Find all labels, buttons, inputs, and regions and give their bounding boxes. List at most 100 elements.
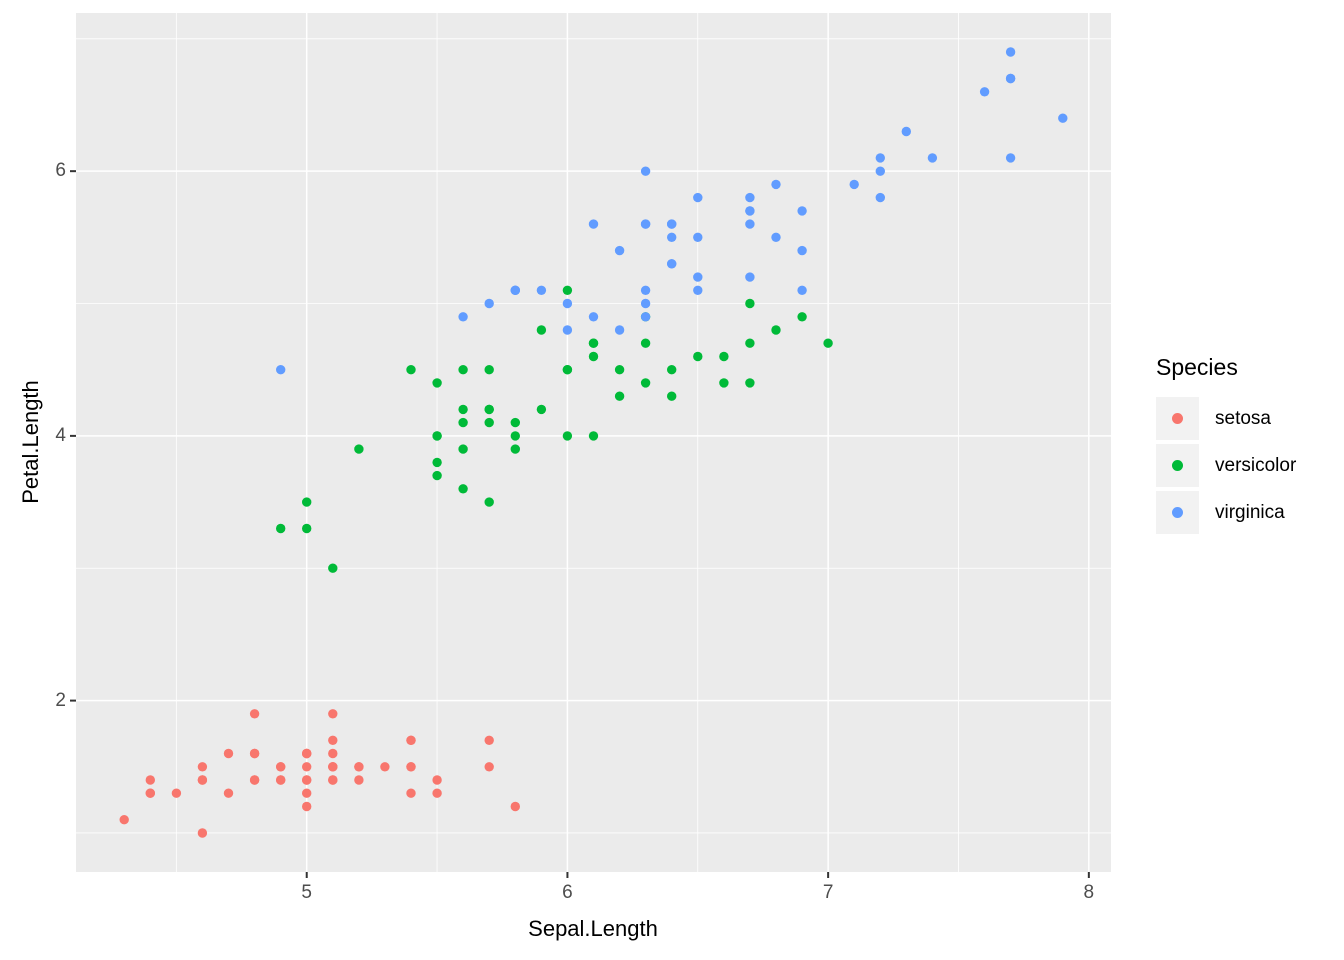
data-point <box>276 365 286 375</box>
versicolor-point-icon <box>1172 460 1183 471</box>
data-point <box>458 444 468 454</box>
data-point <box>197 762 208 772</box>
data-point <box>223 788 234 798</box>
data-point <box>484 404 494 415</box>
data-point <box>119 815 129 825</box>
data-point <box>406 735 416 745</box>
data-point <box>1005 73 1016 84</box>
data-point <box>1058 113 1068 123</box>
data-point <box>614 365 625 375</box>
data-point <box>223 748 234 759</box>
data-point <box>640 219 651 229</box>
setosa-point-icon <box>1172 413 1183 424</box>
data-point <box>667 259 677 269</box>
data-point <box>406 788 416 798</box>
data-point <box>667 232 677 242</box>
data-point <box>458 365 468 375</box>
data-point <box>901 126 911 137</box>
data-point <box>640 378 651 388</box>
data-point <box>797 285 807 295</box>
data-point <box>484 298 494 309</box>
data-point <box>432 788 442 798</box>
data-point <box>693 285 703 295</box>
data-point <box>458 404 468 415</box>
data-point <box>979 87 990 97</box>
data-point <box>510 417 520 428</box>
legend-item-versicolor: versicolor <box>1156 444 1296 487</box>
data-point <box>432 775 442 785</box>
data-point <box>328 748 338 759</box>
data-point <box>302 762 312 772</box>
legend-key-box <box>1156 397 1199 440</box>
data-point <box>328 775 338 785</box>
data-point <box>640 338 651 348</box>
data-point <box>745 192 755 203</box>
data-point <box>614 245 625 256</box>
data-point <box>510 801 520 812</box>
data-point <box>875 192 885 203</box>
data-point <box>667 365 677 375</box>
data-point <box>693 351 703 362</box>
data-point <box>562 325 573 335</box>
x-axis-title: Sepal.Length <box>528 916 658 941</box>
data-point <box>536 285 547 295</box>
data-point <box>588 219 599 229</box>
data-point <box>719 351 729 362</box>
y-tick-label: 6 <box>55 160 66 182</box>
legend-key-box <box>1156 491 1199 534</box>
data-point <box>145 788 155 798</box>
data-point <box>302 788 312 798</box>
data-point <box>667 391 677 401</box>
legend-title: Species <box>1156 354 1238 380</box>
data-point <box>406 762 416 772</box>
data-point <box>432 431 442 441</box>
x-tick-label: 5 <box>301 882 313 903</box>
data-point <box>328 563 338 573</box>
data-point <box>249 709 260 719</box>
data-point <box>875 166 885 176</box>
data-point <box>588 431 599 441</box>
data-point <box>276 523 286 534</box>
y-tick-label: 4 <box>55 424 66 446</box>
data-point <box>484 417 494 428</box>
data-point <box>484 735 494 745</box>
data-point <box>640 298 651 309</box>
data-point <box>354 762 364 772</box>
data-point <box>823 338 833 348</box>
data-point <box>302 523 312 534</box>
data-point <box>458 417 468 428</box>
legend-label-virginica: virginica <box>1215 501 1285 523</box>
data-point <box>588 338 599 348</box>
data-point <box>302 775 312 785</box>
x-tick-label: 6 <box>562 882 573 903</box>
data-point <box>771 232 781 242</box>
data-point <box>536 404 547 415</box>
data-point <box>745 378 755 388</box>
legend-item-virginica: virginica <box>1156 491 1296 534</box>
data-point <box>484 762 494 772</box>
data-point <box>380 762 390 772</box>
data-point <box>484 365 494 375</box>
data-point <box>510 444 520 454</box>
data-point <box>797 245 807 256</box>
legend-label-versicolor: versicolor <box>1215 454 1297 476</box>
data-point <box>693 232 703 242</box>
data-point <box>797 206 807 216</box>
data-point <box>562 298 573 309</box>
data-point <box>640 166 651 176</box>
data-point <box>667 219 677 229</box>
data-point <box>1005 153 1016 163</box>
data-point <box>197 775 208 785</box>
data-point <box>302 801 312 812</box>
legend-item-setosa: setosa <box>1156 397 1296 440</box>
data-point <box>562 285 573 295</box>
data-point <box>249 775 260 785</box>
x-tick-label: 8 <box>1083 882 1095 903</box>
data-point <box>458 484 468 494</box>
y-tick-label: 2 <box>55 689 66 711</box>
virginica-point-icon <box>1172 507 1183 518</box>
data-point <box>719 378 729 388</box>
legend-key-box <box>1156 444 1199 487</box>
data-point <box>849 179 859 190</box>
